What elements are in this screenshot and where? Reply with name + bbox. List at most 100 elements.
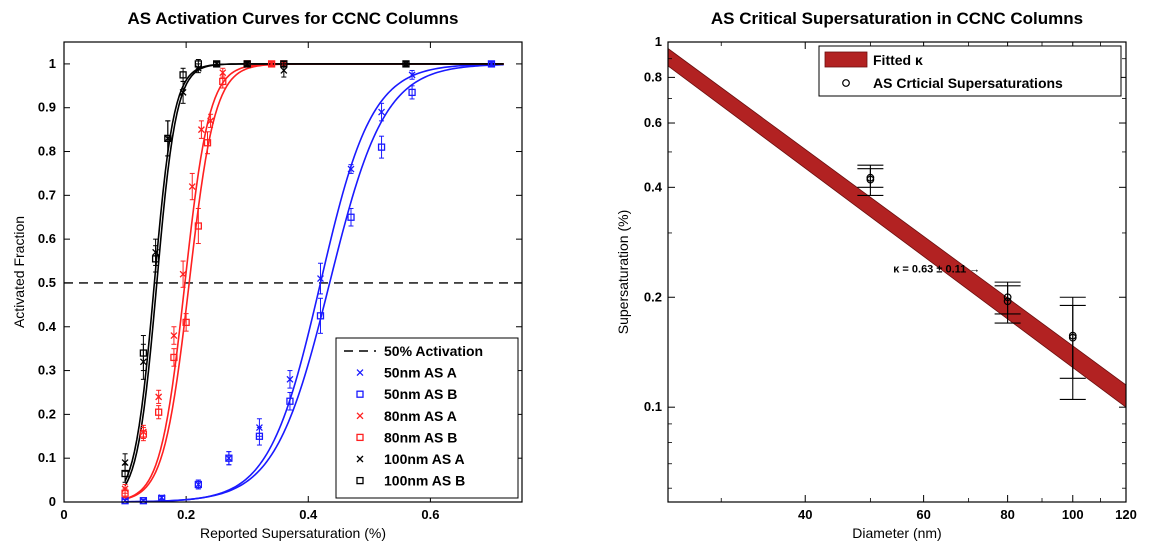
fit-curve: [124, 63, 504, 487]
data-point: [1068, 331, 1077, 340]
y-tick-label: 0.6: [38, 231, 56, 246]
y-tick-label: 0.3: [38, 363, 56, 378]
chart-title: AS Activation Curves for CCNC Columns: [128, 9, 459, 28]
data-point: [121, 469, 129, 478]
data-point: [203, 139, 212, 147]
data-point: [139, 497, 148, 505]
legend-label: 100nm AS A: [384, 451, 465, 467]
y-tick-label: 0.7: [38, 187, 56, 202]
legend-label: 80nm AS A: [384, 408, 457, 424]
x-tick-label: 0.2: [177, 507, 195, 522]
kappa-annotation: κ = 0.63 ± 0.11 →: [893, 263, 980, 275]
data-point: [219, 77, 227, 86]
fit-curve: [125, 63, 504, 503]
legend-swatch: [356, 476, 364, 485]
data-point: [213, 60, 221, 68]
data-point: [197, 126, 205, 134]
y-tick-label: 1: [49, 56, 56, 71]
data-point: [139, 349, 148, 357]
x-tick-label: 60: [916, 507, 930, 522]
x-tick-label: 0.6: [421, 507, 439, 522]
legend-swatch: [824, 51, 868, 68]
y-tick-label: 0.2: [644, 289, 662, 304]
legend-box: [335, 337, 519, 499]
data-point: [866, 173, 875, 182]
data-point: [267, 60, 276, 68]
legend-box: [818, 45, 1122, 97]
plot-frame: [667, 41, 1127, 503]
data-point: [280, 67, 288, 74]
y-tick-label: 0.1: [38, 450, 56, 465]
data-point: [408, 71, 416, 79]
y-tick-label: 0.8: [644, 69, 662, 84]
data-point: [347, 213, 355, 221]
legend-swatch: [356, 390, 364, 398]
x-tick-label: 100: [1062, 507, 1084, 522]
y-axis-label: Supersaturation (%): [615, 210, 631, 335]
y-tick-label: 0.6: [644, 115, 662, 130]
data-point: [316, 312, 325, 320]
legend-label: 50nm AS A: [384, 365, 457, 381]
legend-swatch: [356, 433, 364, 442]
legend-swatch: [842, 79, 850, 87]
data-point: [280, 60, 288, 68]
data-point: [194, 222, 202, 230]
y-tick-label: 0.2: [38, 406, 56, 421]
legend-label: 50nm AS B: [384, 386, 457, 402]
data-point: [487, 60, 496, 68]
y-tick-label: 0: [49, 494, 56, 509]
y-tick-label: 0.5: [38, 275, 56, 290]
data-point: [139, 430, 148, 438]
data-point: [188, 183, 196, 191]
data-point: [164, 134, 172, 143]
x-axis-label: Diameter (nm): [852, 525, 941, 541]
data-point: [151, 255, 160, 263]
data-point: [377, 143, 386, 151]
x-tick-label: 0: [60, 507, 67, 522]
legend-swatch: [356, 369, 364, 377]
data-point: [408, 88, 416, 97]
data-point: [170, 353, 178, 362]
data-point: [255, 432, 264, 440]
legend-label: AS Crticial Supersaturations: [873, 75, 1063, 91]
legend-label: 50% Activation: [384, 343, 483, 359]
y-tick-label: 0.1: [644, 399, 662, 414]
data-point: [1003, 293, 1012, 302]
y-tick-label: 0.4: [644, 179, 663, 194]
data-point: [179, 71, 187, 79]
data-point: [378, 108, 386, 116]
y-tick-label: 0.9: [38, 100, 56, 115]
data-point: [182, 318, 190, 327]
data-point: [179, 88, 187, 96]
x-tick-label: 120: [1115, 507, 1137, 522]
x-tick-label: 0.4: [299, 507, 318, 522]
y-axis-label: Activated Fraction: [11, 216, 27, 328]
data-point: [286, 375, 294, 383]
data-point: [207, 117, 215, 125]
data-point: [194, 60, 202, 68]
data-point: [225, 454, 233, 462]
legend-swatch: [356, 455, 364, 463]
data-point: [286, 397, 294, 405]
data-point: [179, 270, 187, 278]
fitted-kappa-band: [667, 47, 1127, 408]
legend-label: Fitted κ: [873, 52, 923, 68]
y-tick-label: 0.8: [38, 144, 56, 159]
data-point: [155, 393, 163, 401]
y-tick-label: 1: [655, 34, 662, 49]
data-point: [243, 60, 251, 68]
plot-frame: [63, 41, 523, 503]
data-point: [121, 489, 129, 497]
y-tick-label: 0.4: [38, 319, 57, 334]
x-tick-label: 40: [798, 507, 812, 522]
x-axis-label: Reported Supersaturation (%): [200, 525, 386, 541]
data-point: [194, 480, 202, 489]
legend-label: 100nm AS B: [384, 473, 465, 489]
data-point: [402, 60, 410, 68]
data-point: [317, 275, 324, 283]
legend-label: 80nm AS B: [384, 429, 457, 445]
critical-supersaturation-chart: AS Critical Supersaturation in CCNC Colu…: [615, 9, 1137, 541]
chart-title: AS Critical Supersaturation in CCNC Colu…: [711, 9, 1083, 28]
data-point: [155, 408, 163, 416]
